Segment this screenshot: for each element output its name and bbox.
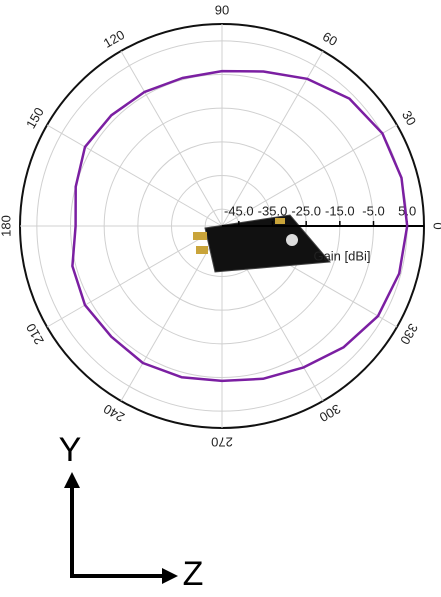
r-axis-label: Gain [dBi]: [313, 248, 370, 263]
theta-tick-label: 30: [399, 108, 419, 128]
spoke: [120, 225, 223, 402]
spoke: [221, 124, 398, 227]
theta-tick-label: 330: [397, 321, 421, 347]
r-tick-label: -15.0: [325, 203, 355, 218]
spoke: [120, 50, 223, 227]
theta-tick-label: 150: [23, 105, 47, 131]
theta-tick-label: 210: [23, 321, 47, 347]
pattern-line: [71, 69, 409, 383]
spoke: [46, 225, 223, 328]
y-arrow-head: [64, 472, 80, 488]
theta-tick-label: 60: [320, 29, 340, 49]
theta-tick-label: 0: [431, 222, 441, 229]
r-tick-label: -35.0: [258, 203, 288, 218]
spoke: [46, 124, 223, 227]
r-tick-label: -5.0: [362, 203, 384, 218]
theta-tick-label: 120: [101, 27, 127, 51]
theta-tick-label: 90: [215, 2, 229, 17]
board-image: [193, 214, 332, 273]
r-tick-label: -25.0: [291, 203, 321, 218]
theta-tick-label: 240: [101, 401, 127, 425]
spoke: [221, 50, 324, 227]
y-axis-letter: Y: [59, 431, 82, 469]
theta-tick-label: 300: [317, 401, 343, 425]
r-tick-label: -45.0: [224, 203, 254, 218]
theta-tick-label: 270: [211, 435, 233, 450]
r-tick-label: 5.0: [398, 203, 416, 218]
z-axis-letter: Z: [183, 555, 204, 592]
z-arrow-head: [162, 568, 178, 584]
theta-tick-label: 180: [0, 215, 13, 237]
